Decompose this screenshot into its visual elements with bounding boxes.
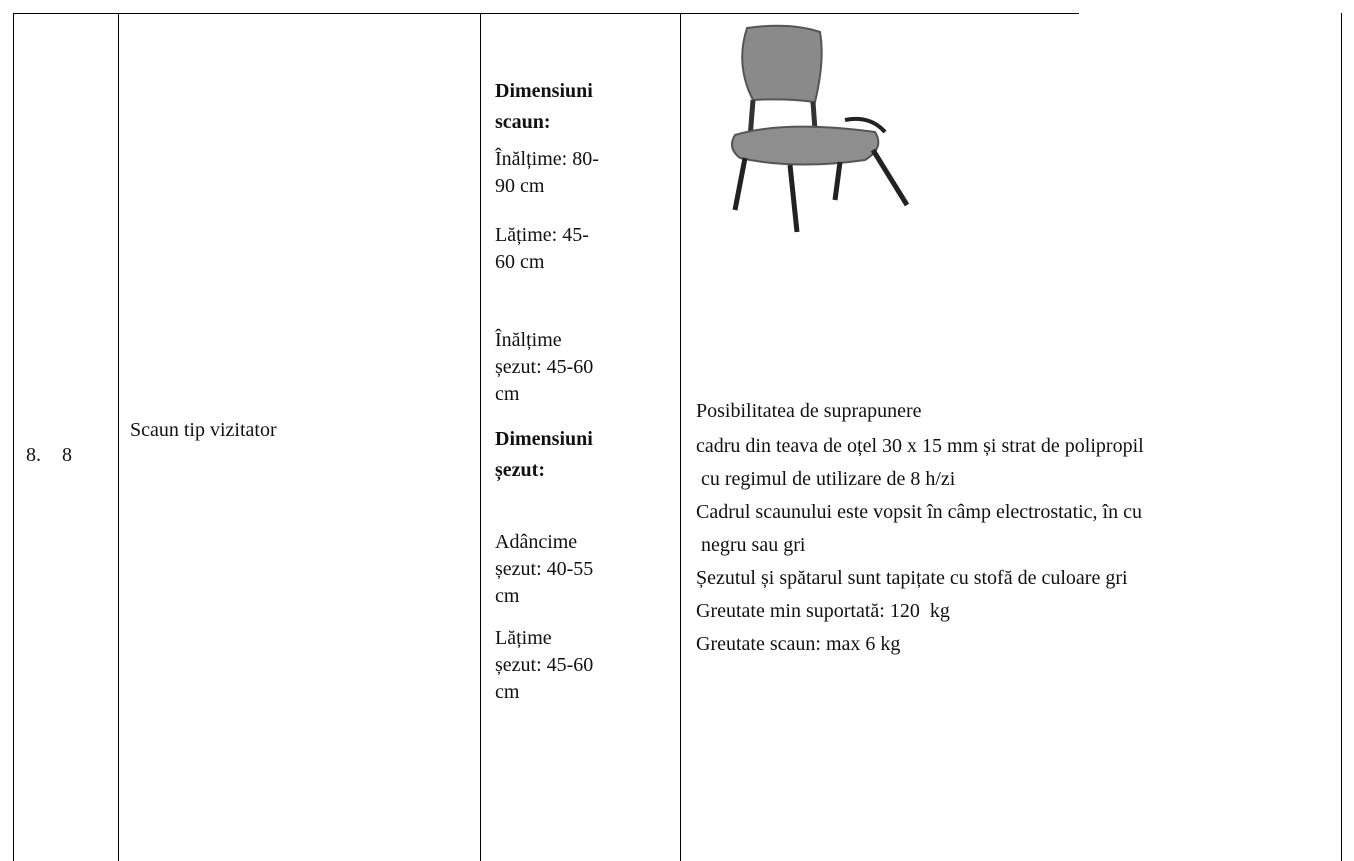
description-line: Greutate min suportată: 120 kg [696,600,950,622]
dimension-item: Înălțime: 80- 90 cm [495,148,599,197]
dimension-item: Adâncime șezut: 40-55 cm [495,531,594,607]
section-heading: Dimensiuni șezut: [495,428,593,481]
column-border [1341,13,1342,861]
dimension-item: Lățime: 45- 60 cm [495,224,589,273]
description-line: Posibilitatea de suprapunere [696,400,922,422]
column-border [680,13,681,861]
description-line: Greutate scaun: max 6 kg [696,633,901,655]
section-heading: Dimensiuni scaun: [495,80,593,133]
product-name: Scaun tip vizitator [130,419,277,441]
description-line: Cadrul scaunului este vopsit în câmp ele… [696,501,1142,523]
column-border [118,13,119,861]
description-line: cadru din teava de oțel 30 x 15 mm și st… [696,435,1144,457]
row-index: 8 [62,444,72,466]
description-line: negru sau gri [696,534,806,556]
table-top-border [13,13,1079,14]
row-number: 8. [26,444,41,466]
column-border [13,13,14,861]
chair-image [730,24,910,233]
dimension-item: Înălțime șezut: 45-60 cm [495,329,594,405]
description-line: Șezutul și spătarul sunt tapițate cu sto… [696,567,1128,589]
description-line: cu regimul de utilizare de 8 h/zi [696,468,956,490]
dimension-item: Lățime șezut: 45-60 cm [495,627,594,703]
column-border [480,13,481,861]
